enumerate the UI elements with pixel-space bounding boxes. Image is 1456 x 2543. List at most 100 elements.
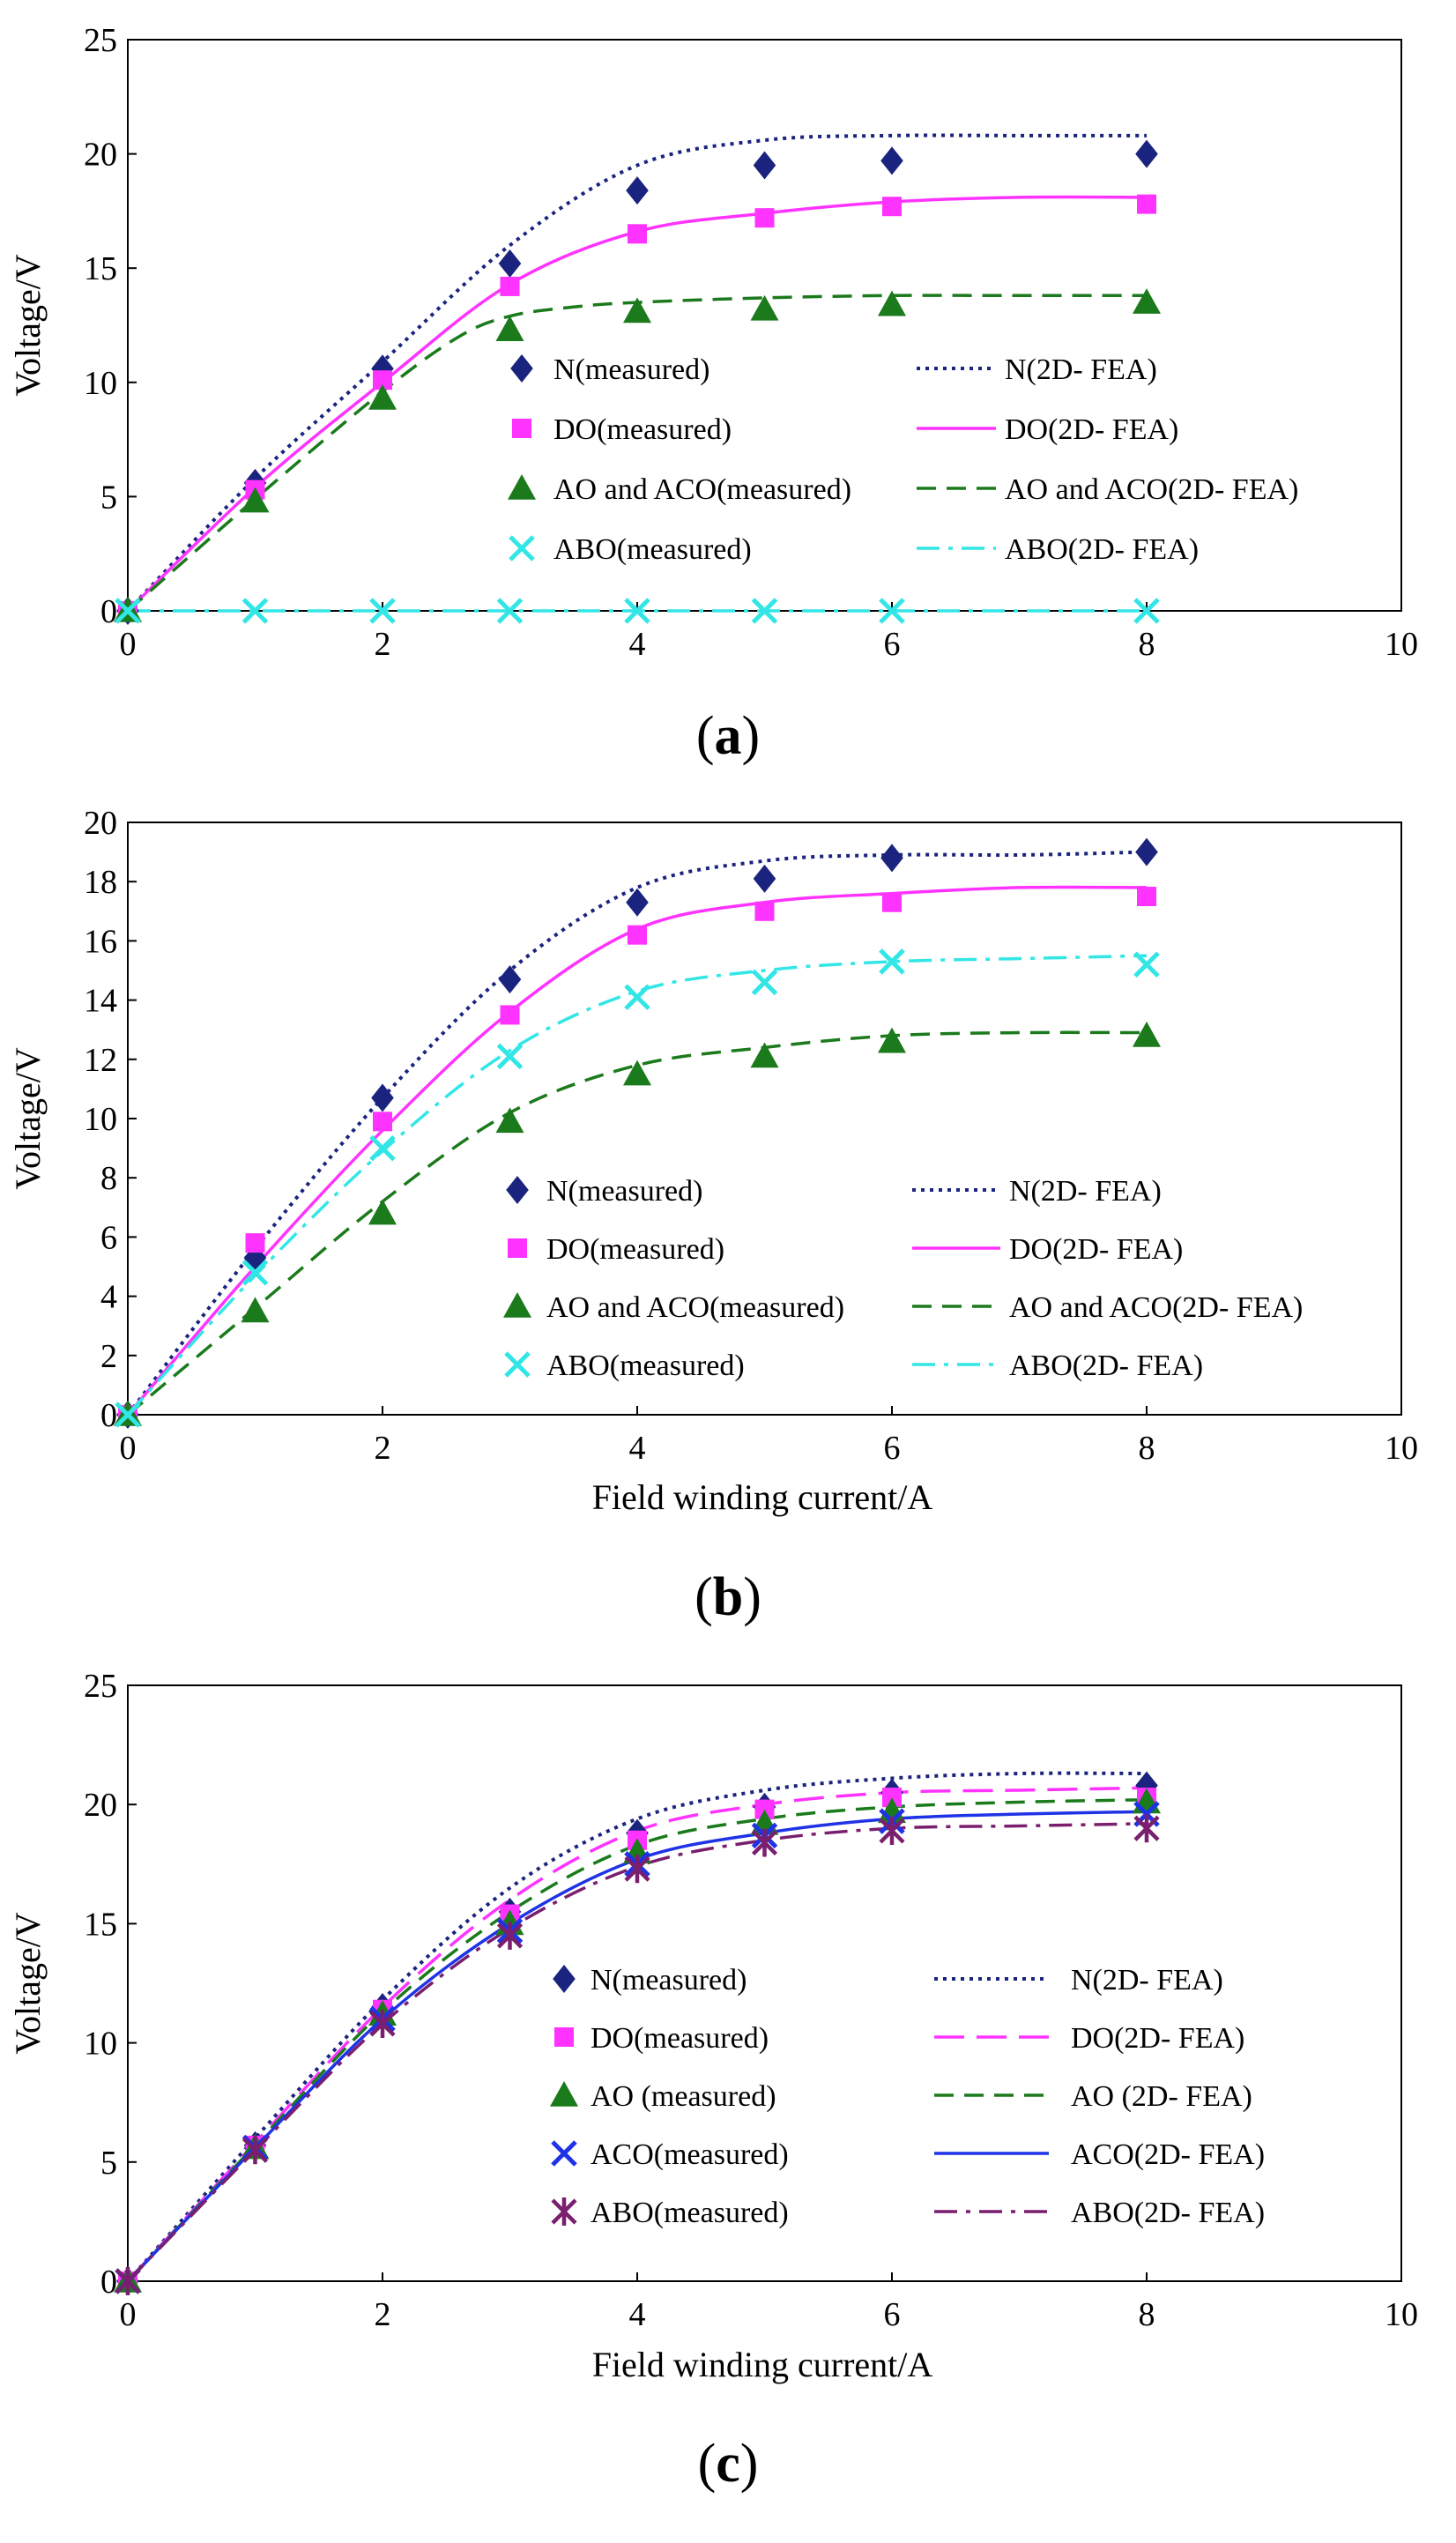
x-axis-title-c: Field winding current/A <box>592 2345 933 2384</box>
point-c-abo-measured-0 <box>115 2267 141 2295</box>
point-c-abo-measured-2 <box>369 2009 396 2038</box>
series-line-c-aco-2d-fea <box>126 1810 1148 2283</box>
point-b-abo-measured-5 <box>751 969 778 996</box>
y-tick-label-c-0: 0 <box>100 2264 117 2301</box>
y-tick-label-b-3: 6 <box>100 1219 117 1256</box>
series-line-b-n-2d-fea <box>126 850 1148 1416</box>
point-b-n-measured-7 <box>1135 837 1158 866</box>
plot-frame-c <box>127 1684 1402 2282</box>
legend-marker-c-abo-measured <box>551 2197 577 2226</box>
point-b-ao-and-aco-measured-1 <box>241 1297 270 1323</box>
point-c-abo-measured-1 <box>241 2136 269 2165</box>
point-b-n-measured-3 <box>498 965 522 994</box>
y-axis-title-a: Voltage/V <box>8 254 48 397</box>
legend-label-b-ao-and-aco-2d-fea: AO and ACO(2D- FEA) <box>1009 1291 1303 1324</box>
legend-marker-b-n-measured <box>506 1176 529 1204</box>
y-tick-label-a-3: 15 <box>84 250 117 287</box>
legend-marker-b-ao-and-aco-measured <box>503 1292 531 1318</box>
chart-b: 0 2 4 6 8 10 0 2 4 6 8 10 12 14 16 18 20 Voltage/V Field w… <box>8 805 1418 1627</box>
point-b-do-measured-2 <box>373 1112 392 1132</box>
point-b-ao-and-aco-measured-3 <box>495 1107 524 1134</box>
legend-label-c-aco-2d-fea: ACO(2D- FEA) <box>1071 2138 1265 2171</box>
point-b-n-measured-6 <box>880 844 903 873</box>
point-c-do-measured-5 <box>754 1799 775 1819</box>
legend-marker-c-n-measured <box>553 1965 576 1993</box>
x-tick-label-a-4: 8 <box>1139 626 1155 663</box>
x-tick-label-a-3: 6 <box>884 626 901 663</box>
legend-label-a-do-2d-fea: DO(2D- FEA) <box>1005 413 1178 446</box>
legend-label-c-abo-2d-fea: ABO(2D- FEA) <box>1071 2197 1265 2229</box>
legend-label-c-abo-measured: ABO(measured) <box>591 2197 789 2229</box>
legend-label-a-n-2d-fea: N(2D- FEA) <box>1005 353 1157 386</box>
panel-label-a: (a) <box>696 706 760 766</box>
series-line-b-abo-2d-fea <box>126 954 1148 1416</box>
legend-marker-a-abo-measured <box>509 535 535 561</box>
point-a-ao-and-aco-measured-6 <box>878 290 906 316</box>
y-tick-label-b-6: 12 <box>84 1042 117 1079</box>
y-tick-label-a-4: 20 <box>84 137 117 174</box>
series-line-a-n-2d-fea <box>126 133 1147 613</box>
legend-marker-c-do-measured <box>554 2027 574 2047</box>
legend-label-c-n-2d-fea: N(2D- FEA) <box>1071 1964 1223 1996</box>
point-a-ao-and-aco-measured-2 <box>368 383 397 410</box>
x-tick-label-b-3: 6 <box>884 1430 901 1467</box>
legend-marker-c-aco-measured <box>551 2140 577 2167</box>
x-tick-label-a-2: 4 <box>629 626 646 663</box>
legend-label-b-do-2d-fea: DO(2D- FEA) <box>1009 1233 1183 1266</box>
point-a-abo-measured-5 <box>751 598 778 624</box>
point-c-abo-measured-7 <box>1133 1814 1160 1843</box>
point-b-do-measured-6 <box>882 892 902 912</box>
legend-label-c-aco-measured: ACO(measured) <box>591 2138 789 2171</box>
point-a-do-measured-6 <box>882 197 902 217</box>
point-a-abo-measured-2 <box>369 598 396 624</box>
legend-label-a-ao-and-aco-measured: AO and ACO(measured) <box>553 473 851 506</box>
y-tick-label-b-0: 0 <box>100 1397 117 1434</box>
point-a-do-measured-7 <box>1137 194 1156 214</box>
legend-label-b-abo-measured: ABO(measured) <box>546 1350 745 1382</box>
x-axis-title-b: Field winding current/A <box>592 1477 933 1517</box>
x-tick-label-c-2: 4 <box>629 2296 646 2333</box>
legend-label-a-abo-2d-fea: ABO(2D- FEA) <box>1005 533 1199 566</box>
y-tick-label-a-1: 5 <box>100 479 117 516</box>
series-line-b-ao-and-aco-2d-fea <box>126 1030 1148 1416</box>
point-a-ao-and-aco-measured-3 <box>495 316 524 341</box>
point-b-do-measured-1 <box>245 1233 265 1253</box>
y-tick-label-b-5: 10 <box>84 1101 117 1138</box>
y-tick-label-c-2: 10 <box>84 2026 117 2063</box>
point-b-abo-measured-7 <box>1133 951 1160 978</box>
y-tick-label-b-9: 18 <box>84 864 117 901</box>
y-tick-label-b-2: 4 <box>100 1279 117 1316</box>
series-line-c-abo-2d-fea <box>126 1822 1148 2283</box>
x-tick-label-a-1: 2 <box>375 626 391 663</box>
point-b-ao-and-aco-measured-4 <box>623 1060 651 1086</box>
legend-marker-a-n-measured <box>510 354 533 383</box>
legend-label-b-n-2d-fea: N(2D- FEA) <box>1009 1175 1162 1208</box>
point-b-do-measured-7 <box>1137 887 1156 906</box>
y-tick-label-b-7: 14 <box>84 983 117 1020</box>
x-tick-label-b-0: 0 <box>120 1430 137 1467</box>
point-a-do-measured-4 <box>628 224 647 244</box>
point-a-ao-and-aco-measured-1 <box>241 487 270 513</box>
point-b-n-measured-4 <box>626 888 649 917</box>
y-tick-label-b-1: 2 <box>100 1338 117 1375</box>
point-a-abo-measured-7 <box>1133 598 1160 624</box>
legend-marker-a-ao-and-aco-measured <box>508 474 536 500</box>
point-a-do-measured-5 <box>754 208 775 228</box>
panel-label-b: (b) <box>695 1567 761 1627</box>
x-tick-label-c-3: 6 <box>884 2296 901 2333</box>
point-a-n-measured-5 <box>753 151 776 180</box>
point-a-n-measured-6 <box>880 146 903 175</box>
point-b-abo-measured-0 <box>115 1402 141 1428</box>
legend-label-c-ao-2d-fea: AO (2D- FEA) <box>1071 2080 1252 2113</box>
point-b-do-measured-3 <box>500 1005 520 1025</box>
series-line-a-ao-and-aco-2d-fea <box>126 294 1147 613</box>
y-tick-label-c-1: 5 <box>100 2145 117 2182</box>
y-axis-title-b: Voltage/V <box>8 1047 48 1190</box>
point-a-n-measured-4 <box>626 176 649 205</box>
legend-label-a-n-measured: N(measured) <box>553 353 709 386</box>
point-c-abo-measured-6 <box>879 1816 905 1845</box>
x-tick-label-b-2: 4 <box>629 1430 646 1467</box>
x-tick-label-c-1: 2 <box>375 2296 391 2333</box>
y-tick-label-c-4: 20 <box>84 1787 117 1824</box>
